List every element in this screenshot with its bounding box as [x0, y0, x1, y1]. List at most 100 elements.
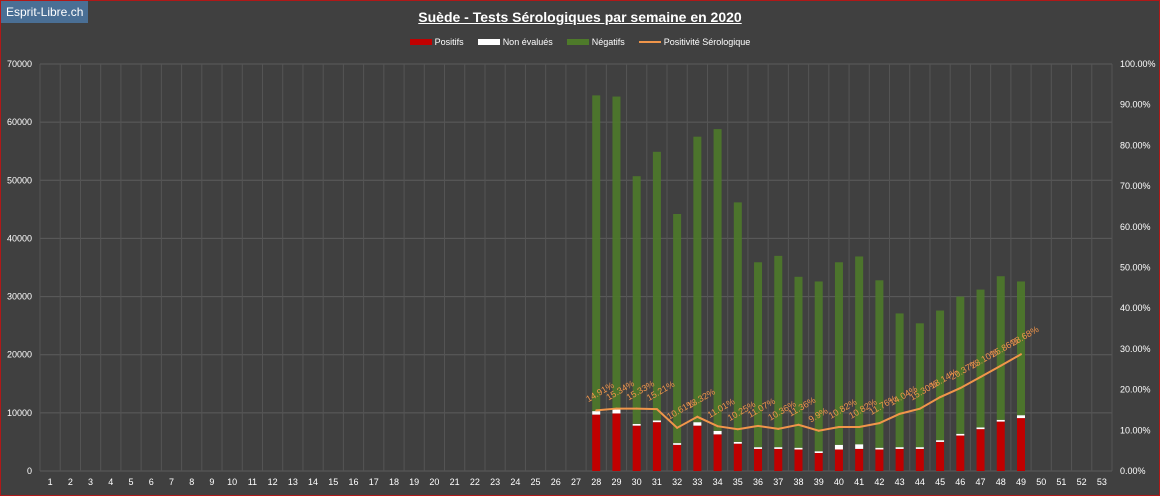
x-tick-label: 27 — [571, 477, 581, 487]
bar-positive — [855, 448, 864, 471]
bar-negative — [895, 313, 904, 448]
x-tick-label: 9 — [209, 477, 214, 487]
bar-positive — [834, 449, 843, 471]
bar-unevaluated — [632, 423, 641, 426]
line-point — [979, 375, 982, 378]
bar-positive — [612, 413, 621, 471]
bar-positive — [733, 443, 742, 471]
bar-negative — [693, 136, 702, 423]
legend-swatch-positive — [409, 39, 432, 45]
x-tick-label: 45 — [935, 477, 945, 487]
x-tick-label: 49 — [1016, 477, 1026, 487]
bar-negative — [855, 256, 864, 445]
y-left-tick-label: 30000 — [7, 292, 32, 302]
x-tick-label: 48 — [996, 477, 1006, 487]
x-tick-label: 31 — [652, 477, 662, 487]
bar-positive — [794, 449, 803, 471]
y-right-tick-label: 100.00% — [1120, 59, 1156, 69]
legend-swatch-unevaluated — [477, 39, 500, 45]
y-right-tick-label: 60.00% — [1120, 222, 1151, 232]
x-tick-label: 34 — [713, 477, 723, 487]
bar-unevaluated — [774, 447, 783, 449]
bar-unevaluated — [1016, 415, 1025, 419]
bar-unevaluated — [713, 430, 722, 435]
x-tick-label: 15 — [328, 477, 338, 487]
x-tick-label: 13 — [288, 477, 298, 487]
bar-positive — [774, 448, 783, 471]
bar-unevaluated — [652, 420, 661, 423]
legend-item-negative: Négatifs — [566, 37, 625, 47]
x-tick-label: 21 — [450, 477, 460, 487]
y-right-tick-label: 40.00% — [1120, 303, 1151, 313]
x-tick-label: 50 — [1036, 477, 1046, 487]
bar-negative — [733, 202, 742, 442]
x-tick-label: 19 — [409, 477, 419, 487]
legend-label-unevaluated: Non évalués — [502, 37, 553, 47]
bar-negative — [834, 262, 843, 445]
line-point — [716, 425, 719, 428]
bar-unevaluated — [895, 447, 904, 449]
line-point — [595, 409, 598, 412]
line-point — [757, 424, 760, 427]
x-tick-label: 3 — [88, 477, 93, 487]
bar-negative — [875, 280, 884, 448]
line-point — [736, 428, 739, 431]
bar-negative — [754, 262, 763, 448]
line-positivity — [596, 353, 1022, 432]
y-right-tick-label: 70.00% — [1120, 181, 1151, 191]
bar-positive — [895, 448, 904, 471]
chart-title: Suède - Tests Sérologiques par semaine e… — [418, 9, 742, 25]
line-point — [959, 387, 962, 390]
x-tick-label: 51 — [1056, 477, 1066, 487]
x-tick-label: 14 — [308, 477, 318, 487]
y-left-tick-label: 0 — [27, 466, 32, 476]
x-tick-label: 35 — [733, 477, 743, 487]
bar-negative — [936, 310, 945, 441]
bar-negative — [976, 289, 985, 428]
line-point — [878, 422, 881, 425]
legend-swatch-negative — [566, 39, 589, 45]
bar-unevaluated — [814, 451, 823, 453]
brand-badge: Esprit-Libre.ch — [1, 1, 89, 23]
bar-unevaluated — [794, 447, 803, 450]
x-tick-label: 39 — [814, 477, 824, 487]
y-right-tick-label: 90.00% — [1120, 100, 1151, 110]
x-tick-label: 2 — [68, 477, 73, 487]
line-point — [837, 425, 840, 428]
x-tick-label: 7 — [169, 477, 174, 487]
bar-unevaluated — [693, 422, 702, 426]
legend-item-unevaluated: Non évalués — [477, 37, 553, 47]
bar-positive — [956, 435, 965, 471]
legend-label-negative: Négatifs — [591, 37, 625, 47]
x-tick-label: 12 — [268, 477, 278, 487]
bar-unevaluated — [976, 427, 985, 430]
bar-negative — [652, 151, 661, 421]
legend-item-positivity: Positivité Sérologique — [638, 37, 750, 47]
bar-positive — [915, 448, 924, 471]
bar-unevaluated — [855, 444, 864, 449]
y-left-tick-label: 70000 — [7, 59, 32, 69]
bar-negative — [632, 176, 641, 424]
bar-unevaluated — [834, 444, 843, 450]
line-point — [999, 364, 1002, 367]
y-left-tick-label: 20000 — [7, 350, 32, 360]
bar-unevaluated — [592, 411, 601, 415]
legend-item-positive: Positifs — [409, 37, 464, 47]
bar-unevaluated — [673, 443, 682, 445]
x-tick-label: 42 — [874, 477, 884, 487]
bar-unevaluated — [996, 419, 1005, 422]
bar-positive — [976, 429, 985, 471]
bar-positive — [814, 452, 823, 471]
x-tick-label: 10 — [227, 477, 237, 487]
x-tick-label: 8 — [189, 477, 194, 487]
x-tick-label: 20 — [429, 477, 439, 487]
x-tick-label: 30 — [632, 477, 642, 487]
x-tick-label: 32 — [672, 477, 682, 487]
legend-label-positive: Positifs — [434, 37, 464, 47]
bar-unevaluated — [612, 409, 621, 414]
line-point — [858, 425, 861, 428]
x-tick-label: 37 — [773, 477, 783, 487]
bar-negative — [713, 129, 722, 431]
bar-positive — [936, 441, 945, 471]
line-point — [615, 407, 618, 410]
